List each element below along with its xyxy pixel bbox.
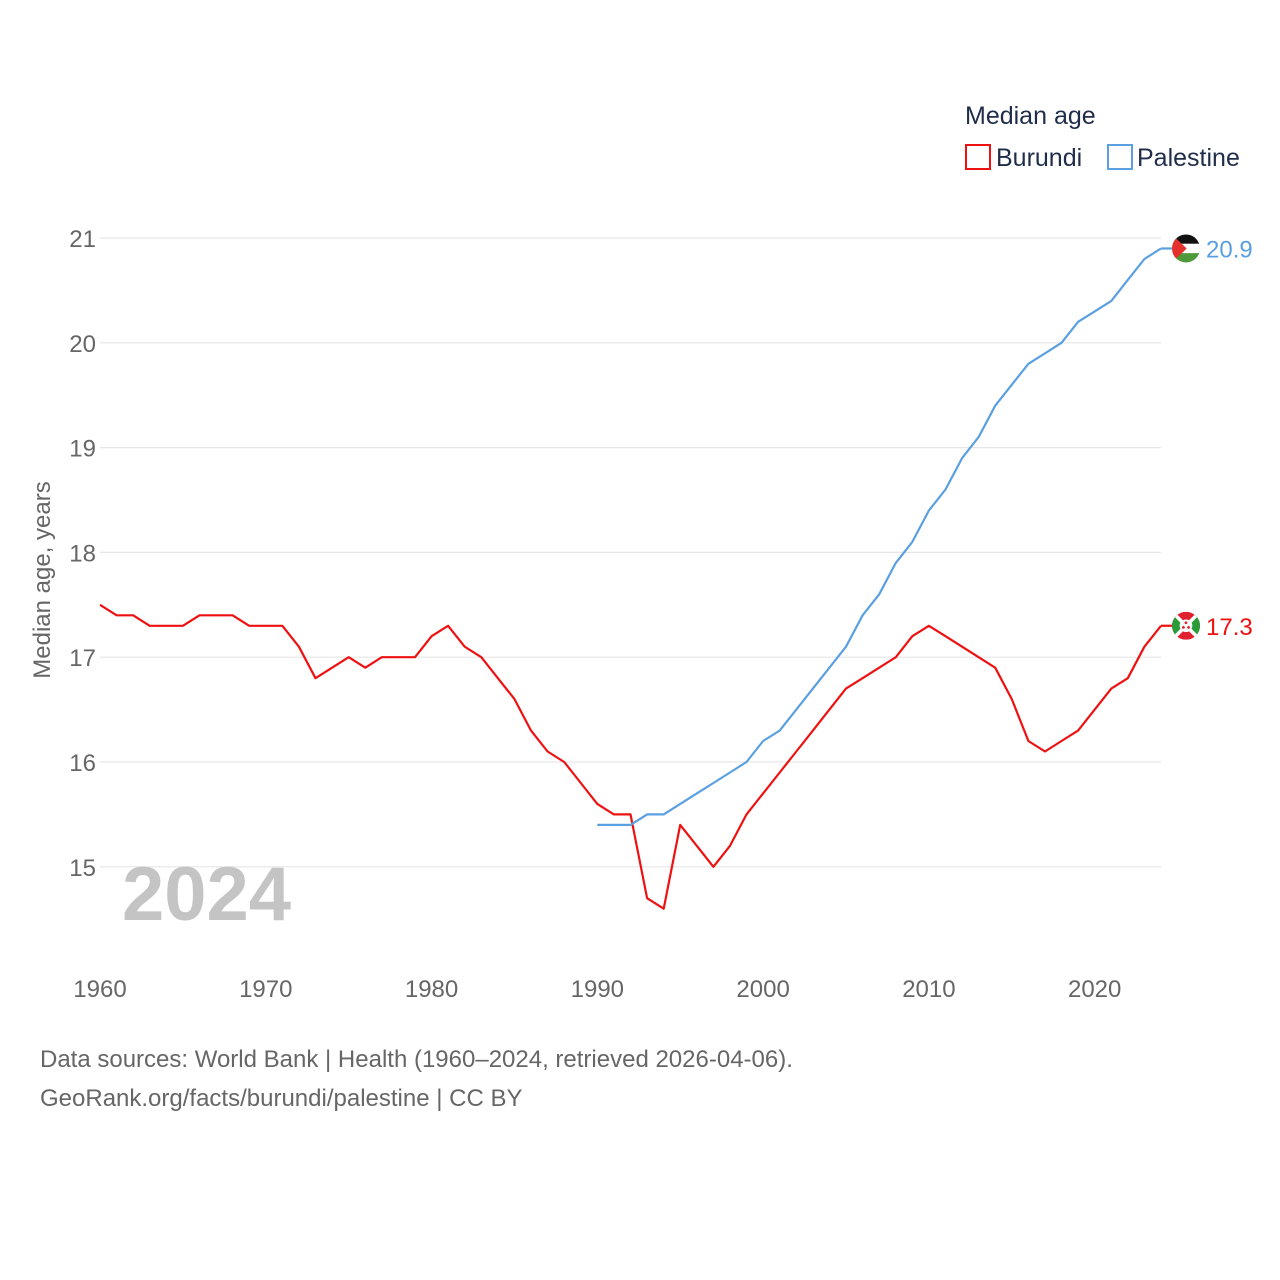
- x-axis-ticks: 1960 1970 1980 1990 2000 2010 2020: [73, 976, 1121, 1003]
- y-axis-ticks: 15 16 17 18 19 20 21: [69, 226, 96, 882]
- y-tick-label: 21: [69, 226, 96, 253]
- end-markers: 17.3 20.9: [1161, 234, 1253, 641]
- x-tick-label: 2000: [736, 976, 789, 1003]
- burundi-flag-icon: [1172, 611, 1200, 640]
- series-line-palestine: [597, 247, 1162, 827]
- y-tick-label: 19: [69, 436, 96, 463]
- x-tick-label: 2020: [1068, 976, 1121, 1003]
- y-tick-label: 18: [69, 540, 96, 567]
- y-tick-label: 17: [69, 645, 96, 672]
- x-tick-label: 1980: [405, 976, 458, 1003]
- year-watermark: 2024: [122, 852, 291, 937]
- data-sources-note: Data sources: World Bank | Health (1960–…: [40, 1046, 793, 1073]
- legend-swatch-burundi: [965, 144, 991, 170]
- legend-label-burundi: Burundi: [996, 144, 1082, 172]
- legend: Median age Burundi Palestine: [965, 102, 1240, 172]
- legend-item-palestine[interactable]: Palestine: [1107, 144, 1240, 172]
- x-tick-label: 1960: [73, 976, 126, 1003]
- end-value-label-palestine: 20.9: [1206, 236, 1253, 263]
- legend-swatch-palestine: [1107, 144, 1133, 170]
- y-tick-label: 16: [69, 750, 96, 777]
- x-tick-label: 2010: [902, 976, 955, 1003]
- series-line-burundi: [99, 603, 1162, 910]
- y-tick-label: 15: [69, 855, 96, 882]
- end-value-label-burundi: 17.3: [1206, 614, 1253, 641]
- legend-title: Median age: [965, 102, 1096, 130]
- legend-label-palestine: Palestine: [1137, 144, 1240, 172]
- x-tick-label: 1990: [571, 976, 624, 1003]
- y-tick-label: 20: [69, 331, 96, 358]
- x-tick-label: 1970: [239, 976, 292, 1003]
- credit-link[interactable]: GeoRank.org/facts/burundi/palestine | CC…: [40, 1085, 523, 1112]
- legend-item-burundi[interactable]: Burundi: [965, 144, 1082, 172]
- y-axis-title: Median age, years: [29, 481, 56, 678]
- palestine-flag-icon: [1172, 234, 1200, 263]
- series-lines: [99, 247, 1162, 910]
- gridlines: [100, 237, 1161, 868]
